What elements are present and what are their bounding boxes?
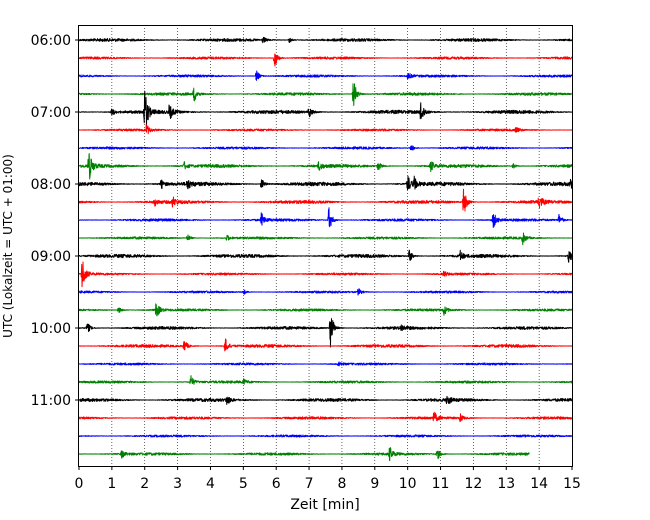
x-tick-label: 6 — [272, 476, 281, 492]
x-tick-label: 4 — [206, 476, 215, 492]
trace-1030 — [78, 361, 573, 367]
trace-0600 — [78, 36, 573, 44]
y-tick-label: 07:00 — [31, 105, 71, 121]
trace-0900 — [78, 249, 573, 263]
trace-1100 — [78, 395, 573, 405]
y-axis: 06:00 07:00 08:00 09:00 10:00 11:00 — [31, 33, 79, 409]
x-tick-label: 10 — [399, 476, 417, 492]
y-tick-label: 06:00 — [31, 33, 71, 49]
trace-0845 — [78, 232, 573, 246]
x-tick-label: 0 — [75, 476, 84, 492]
x-tick-label: 13 — [497, 476, 515, 492]
trace-lines — [78, 36, 573, 462]
plot-frame — [78, 25, 573, 467]
trace-0645 — [78, 83, 573, 106]
trace-0730 — [78, 145, 573, 151]
x-tick-label: 2 — [140, 476, 149, 492]
y-axis-label: UTC (Lokalzeit = UTC + 01:00) — [1, 154, 15, 338]
trace-1000 — [78, 318, 573, 348]
y-tick-label: 08:00 — [31, 177, 71, 193]
y-tick-label: 10:00 — [31, 321, 71, 337]
trace-0815 — [78, 188, 573, 212]
trace-0615 — [78, 53, 573, 67]
trace-1015 — [78, 338, 573, 352]
trace-0800 — [78, 175, 573, 191]
trace-0915 — [78, 261, 573, 288]
y-tick-label: 09:00 — [31, 249, 71, 265]
x-tick-label: 5 — [239, 476, 248, 492]
trace-0830 — [78, 207, 573, 228]
x-axis-label: Zeit [min] — [290, 497, 359, 513]
trace-0715 — [78, 124, 573, 135]
x-tick-label: 15 — [563, 476, 581, 492]
trace-0745 — [78, 153, 573, 180]
x-tick-label: 8 — [337, 476, 346, 492]
trace-0930 — [78, 288, 573, 296]
trace-1115 — [78, 411, 573, 423]
y-tick-label: 11:00 — [31, 393, 71, 409]
trace-0700 — [78, 90, 573, 127]
trace-1145 — [78, 447, 530, 462]
trace-0945 — [78, 303, 573, 317]
trace-1045 — [78, 375, 573, 385]
x-tick-label: 11 — [432, 476, 450, 492]
x-tick-label: 7 — [305, 476, 314, 492]
trace-0630 — [78, 70, 573, 81]
x-tick-label: 14 — [530, 476, 548, 492]
x-axis: 0 1 2 3 4 5 6 7 8 9 10 11 12 13 14 15 — [75, 466, 581, 492]
x-tick-label: 3 — [173, 476, 182, 492]
x-tick-label: 12 — [464, 476, 482, 492]
x-tick-label: 9 — [370, 476, 379, 492]
x-tick-label: 1 — [107, 476, 116, 492]
trace-1130 — [78, 434, 573, 438]
